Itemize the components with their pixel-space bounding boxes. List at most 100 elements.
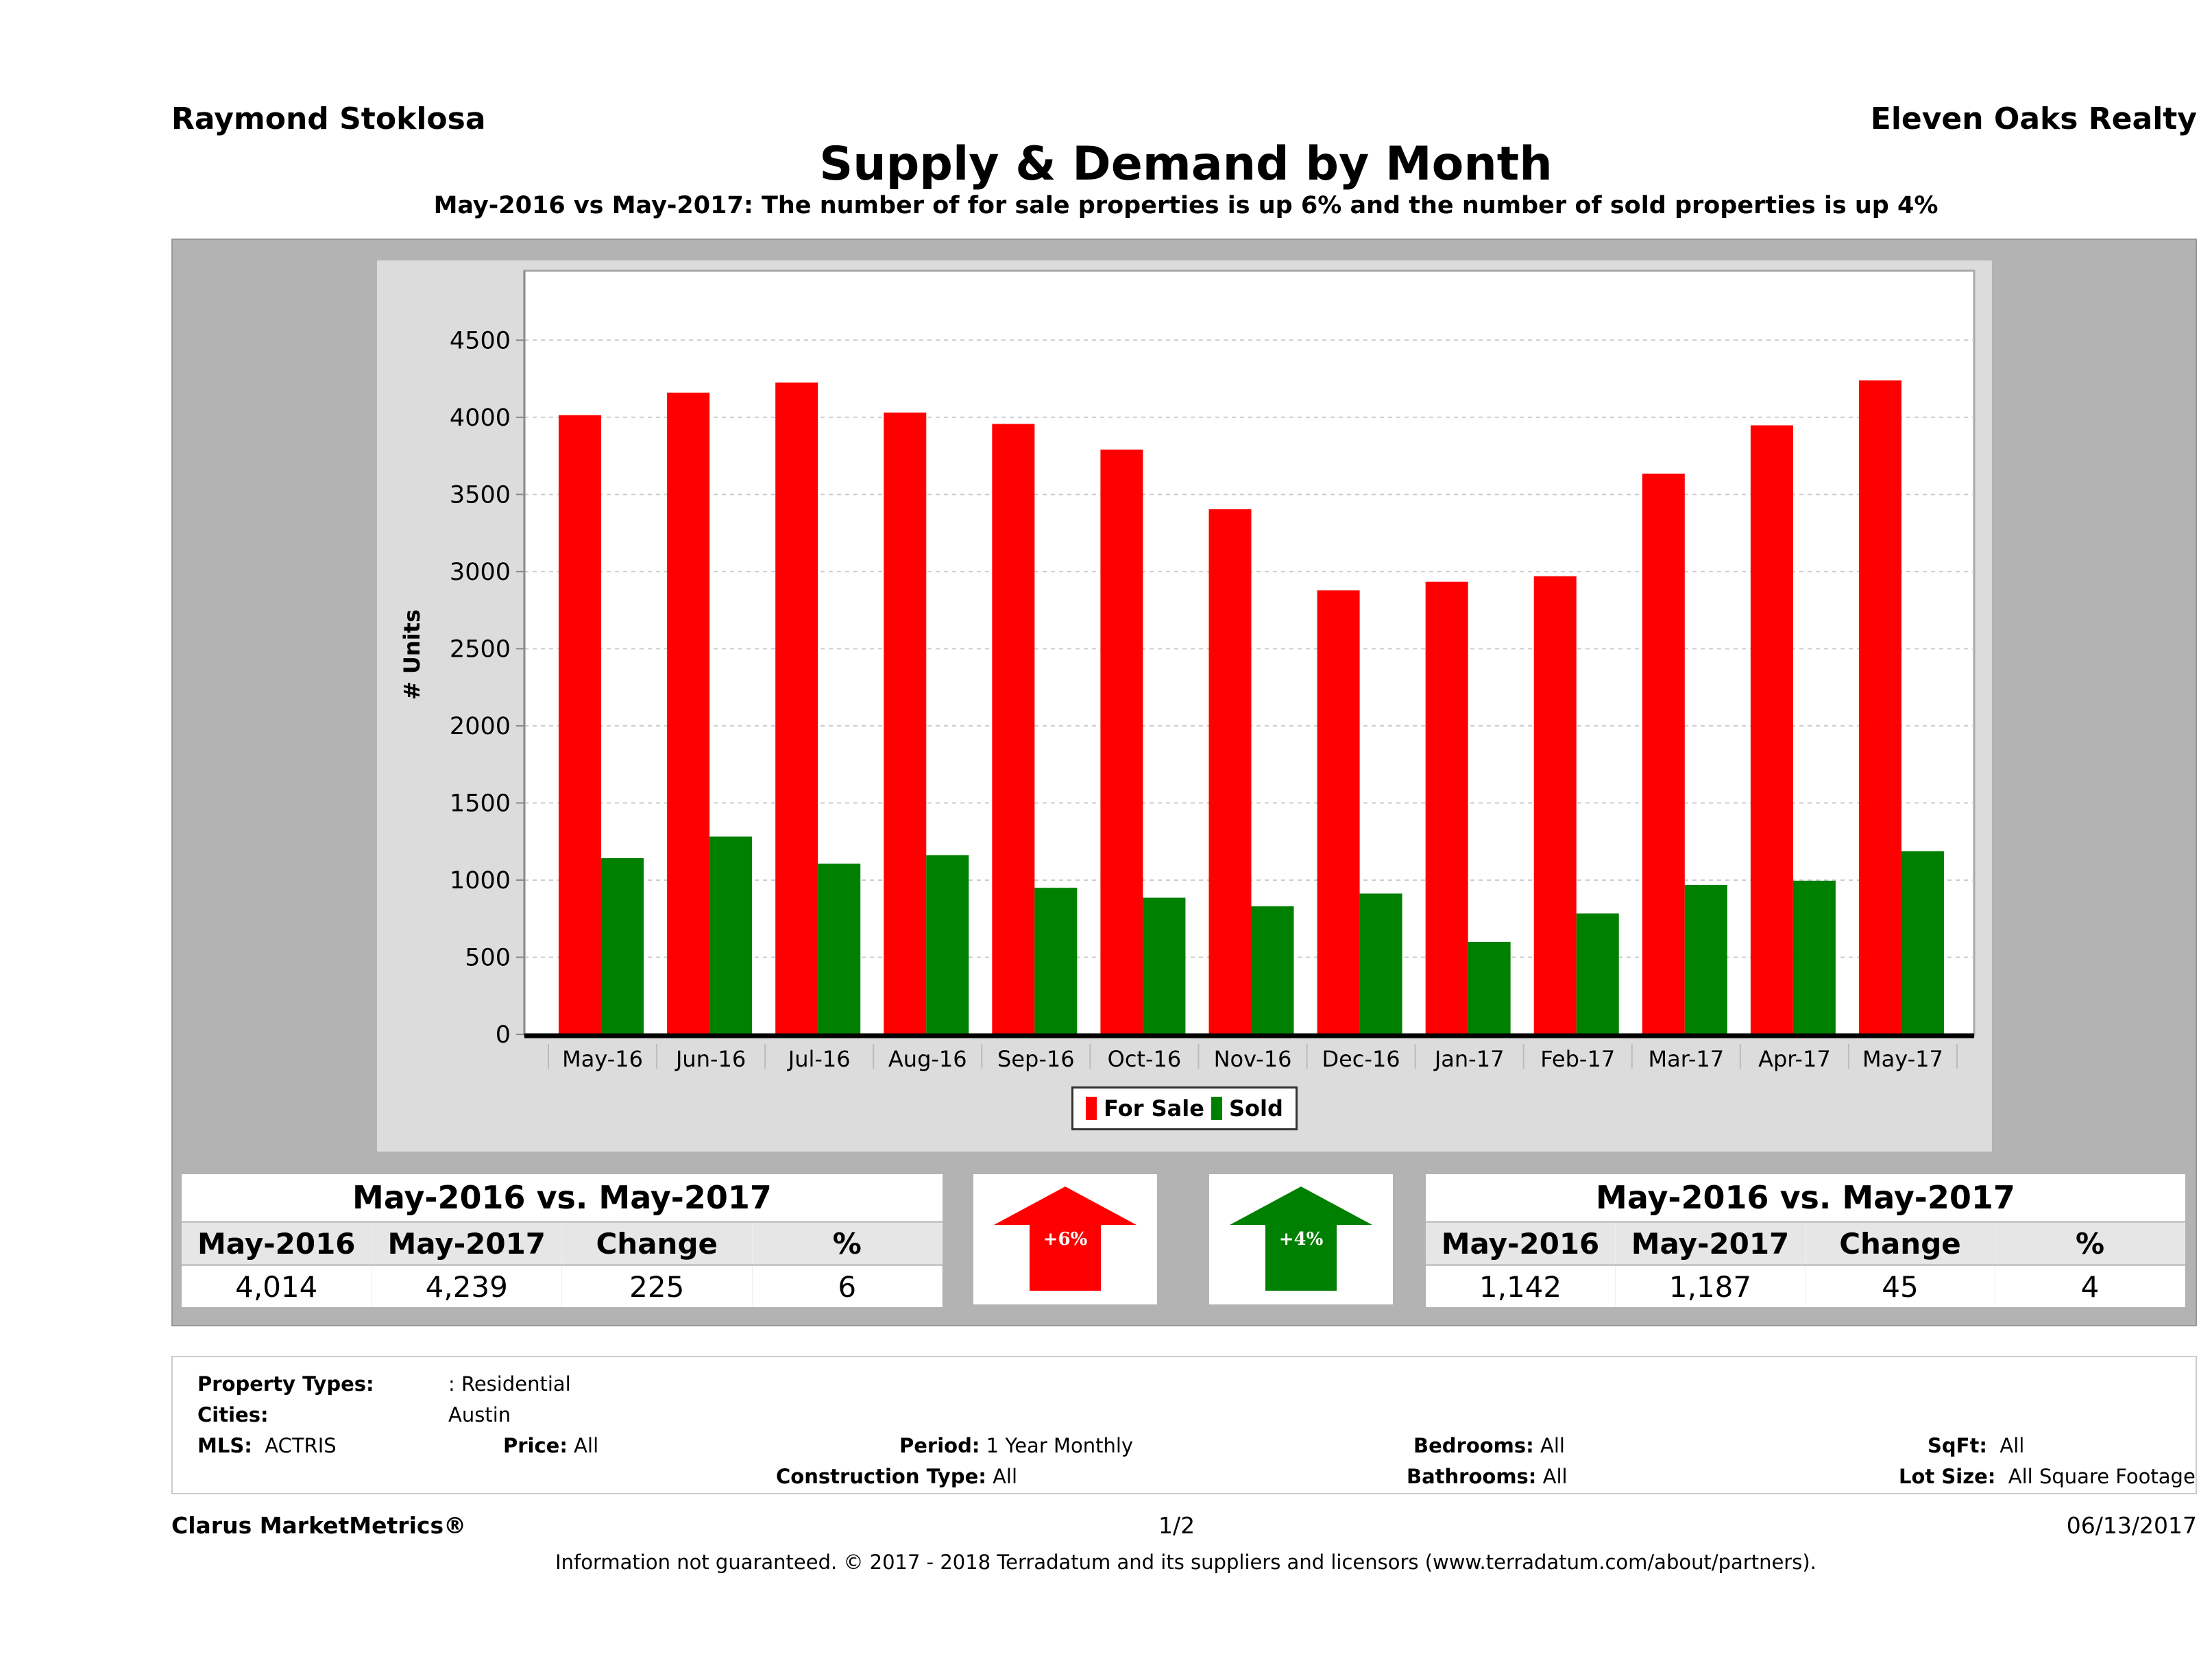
y-tick-label: 1500 [450, 790, 511, 817]
filter-label: Price: [503, 1434, 568, 1457]
bar-sold-jun-16 [709, 836, 753, 1034]
bar-for-sale-aug-16 [884, 412, 927, 1034]
table-header-row: May-2016 May-2017 Change % [182, 1223, 943, 1266]
page-title: Supply & Demand by Month [819, 137, 1553, 191]
column-header: Change [1806, 1223, 1995, 1264]
column-header: May-2016 [182, 1223, 372, 1264]
filter-property-types: Property Types: [197, 1372, 374, 1396]
filter-property-types-value: : Residential [448, 1372, 571, 1396]
x-tick-label: May-16 [562, 1046, 643, 1072]
filter-value: All [1542, 1465, 1568, 1488]
legend-label-sold: Sold [1228, 1095, 1283, 1121]
x-tick-label: May-17 [1862, 1046, 1943, 1072]
table-cell: 4,014 [182, 1266, 372, 1307]
table-cell: 4,239 [372, 1266, 562, 1307]
report-filters: Property Types: : Residential Cities: Au… [171, 1356, 2197, 1494]
filter-value: All Square Footage [2008, 1465, 2196, 1488]
filter-value: ACTRIS [265, 1434, 337, 1457]
bar-for-sale-mar-17 [1642, 473, 1685, 1034]
for-sale-change-indicator: +6% [973, 1174, 1157, 1304]
report-date: 06/13/2017 [2066, 1512, 2197, 1539]
sold-summary-table: May-2016 vs. May-2017 May-2016 May-2017 … [1426, 1174, 2185, 1307]
bar-sold-jul-16 [818, 863, 861, 1034]
filter-mls: MLS: ACTRIS [197, 1434, 337, 1457]
table-row: 4,014 4,239 225 6 [182, 1266, 943, 1307]
bar-for-sale-oct-16 [1100, 449, 1143, 1034]
bar-for-sale-apr-17 [1750, 425, 1793, 1034]
filter-label: Construction Type: [776, 1465, 986, 1488]
table-cell: 1,142 [1426, 1266, 1616, 1307]
page-number: 1/2 [1158, 1512, 1195, 1539]
table-cell: 4 [1995, 1266, 2185, 1307]
bar-sold-may-16 [601, 858, 644, 1034]
filter-label: Bedrooms: [1413, 1434, 1534, 1457]
filter-cities: Cities: [197, 1403, 269, 1426]
filter-label: Cities: [197, 1403, 269, 1426]
sold-change-label: +4% [1278, 1229, 1324, 1250]
x-tick-label: Jun-16 [674, 1046, 746, 1072]
agent-name: Raymond Stoklosa [171, 101, 486, 136]
for-sale-summary-table: May-2016 vs. May-2017 May-2016 May-2017 … [182, 1174, 943, 1307]
column-header: May-2017 [1616, 1223, 1806, 1264]
filter-value: All [2000, 1434, 2025, 1457]
bar-for-sale-sep-16 [992, 424, 1035, 1034]
bar-sold-oct-16 [1143, 897, 1186, 1034]
legend-swatch-for-sale [1086, 1097, 1097, 1120]
filter-lot-size: Lot Size: All Square Footage [1899, 1465, 2196, 1488]
column-header: May-2016 [1426, 1223, 1616, 1264]
disclaimer: Information not guaranteed. © 2017 - 201… [555, 1551, 1816, 1574]
filter-label: Period: [899, 1434, 980, 1457]
table-title: May-2016 vs. May-2017 [1426, 1174, 2185, 1223]
bar-sold-sep-16 [1034, 888, 1078, 1034]
bar-sold-may-17 [1901, 851, 1944, 1034]
for-sale-change-label: +6% [1043, 1229, 1088, 1250]
filter-label: MLS: [197, 1434, 252, 1457]
filter-value: 1 Year Monthly [986, 1434, 1134, 1457]
bar-for-sale-dec-16 [1317, 590, 1360, 1034]
x-tick-label: Sep-16 [997, 1046, 1075, 1072]
y-tick-label: 3000 [450, 559, 511, 586]
bar-chart: 0 500 1000 1500 2000 2500 3000 3500 4000 4500 May-… [399, 269, 1976, 1072]
table-cell: 6 [753, 1266, 943, 1307]
y-tick-label: 4000 [450, 404, 511, 432]
bar-sold-aug-16 [926, 855, 969, 1034]
filter-value: All [993, 1465, 1018, 1488]
bar-sold-jan-17 [1468, 941, 1511, 1034]
y-tick-label: 2000 [450, 713, 511, 740]
bar-for-sale-may-17 [1858, 380, 1901, 1034]
column-header: % [753, 1223, 943, 1264]
filter-construction-type: Construction Type: All [776, 1465, 1017, 1488]
bar-sold-nov-16 [1251, 906, 1294, 1034]
column-header: Change [562, 1223, 753, 1264]
y-tick-label: 0 [496, 1021, 511, 1049]
filter-value: All [574, 1434, 599, 1457]
x-tick-label: Apr-17 [1758, 1046, 1831, 1072]
table-cell: 45 [1806, 1266, 1995, 1307]
table-cell: 1,187 [1616, 1266, 1806, 1307]
bar-sold-apr-17 [1792, 880, 1836, 1034]
chart-container: 0 500 1000 1500 2000 2500 3000 3500 4000 4500 May-… [377, 260, 1992, 1152]
y-tick-label: 3500 [450, 481, 511, 509]
bar-for-sale-feb-17 [1533, 576, 1577, 1034]
table-header-row: May-2016 May-2017 Change % [1426, 1223, 2185, 1266]
table-cell: 225 [562, 1266, 753, 1307]
x-tick-label: Nov-16 [1214, 1046, 1292, 1072]
filter-bedrooms: Bedrooms: All [1413, 1434, 1565, 1457]
filter-value: All [1540, 1434, 1565, 1457]
x-tick-label: Oct-16 [1108, 1046, 1182, 1072]
filter-period: Period: 1 Year Monthly [899, 1434, 1133, 1457]
column-header: May-2017 [372, 1223, 562, 1264]
bar-for-sale-nov-16 [1208, 509, 1252, 1034]
legend-swatch-sold [1211, 1097, 1222, 1120]
filter-label: SqFt: [1928, 1434, 1987, 1457]
filter-price: Price: All [503, 1434, 598, 1457]
y-axis-label: # Units [399, 609, 425, 700]
x-tick-label: Jan-17 [1433, 1046, 1505, 1072]
y-tick-label: 500 [465, 944, 511, 971]
table-row: 1,142 1,187 45 4 [1426, 1266, 2185, 1307]
y-tick-label: 1000 [450, 867, 511, 895]
filter-bathrooms: Bathrooms: All [1407, 1465, 1568, 1488]
bar-for-sale-may-16 [559, 415, 602, 1034]
page-subtitle: May-2016 vs May-2017: The number of for … [433, 192, 1938, 219]
company-name: Eleven Oaks Realty [1870, 101, 2197, 136]
